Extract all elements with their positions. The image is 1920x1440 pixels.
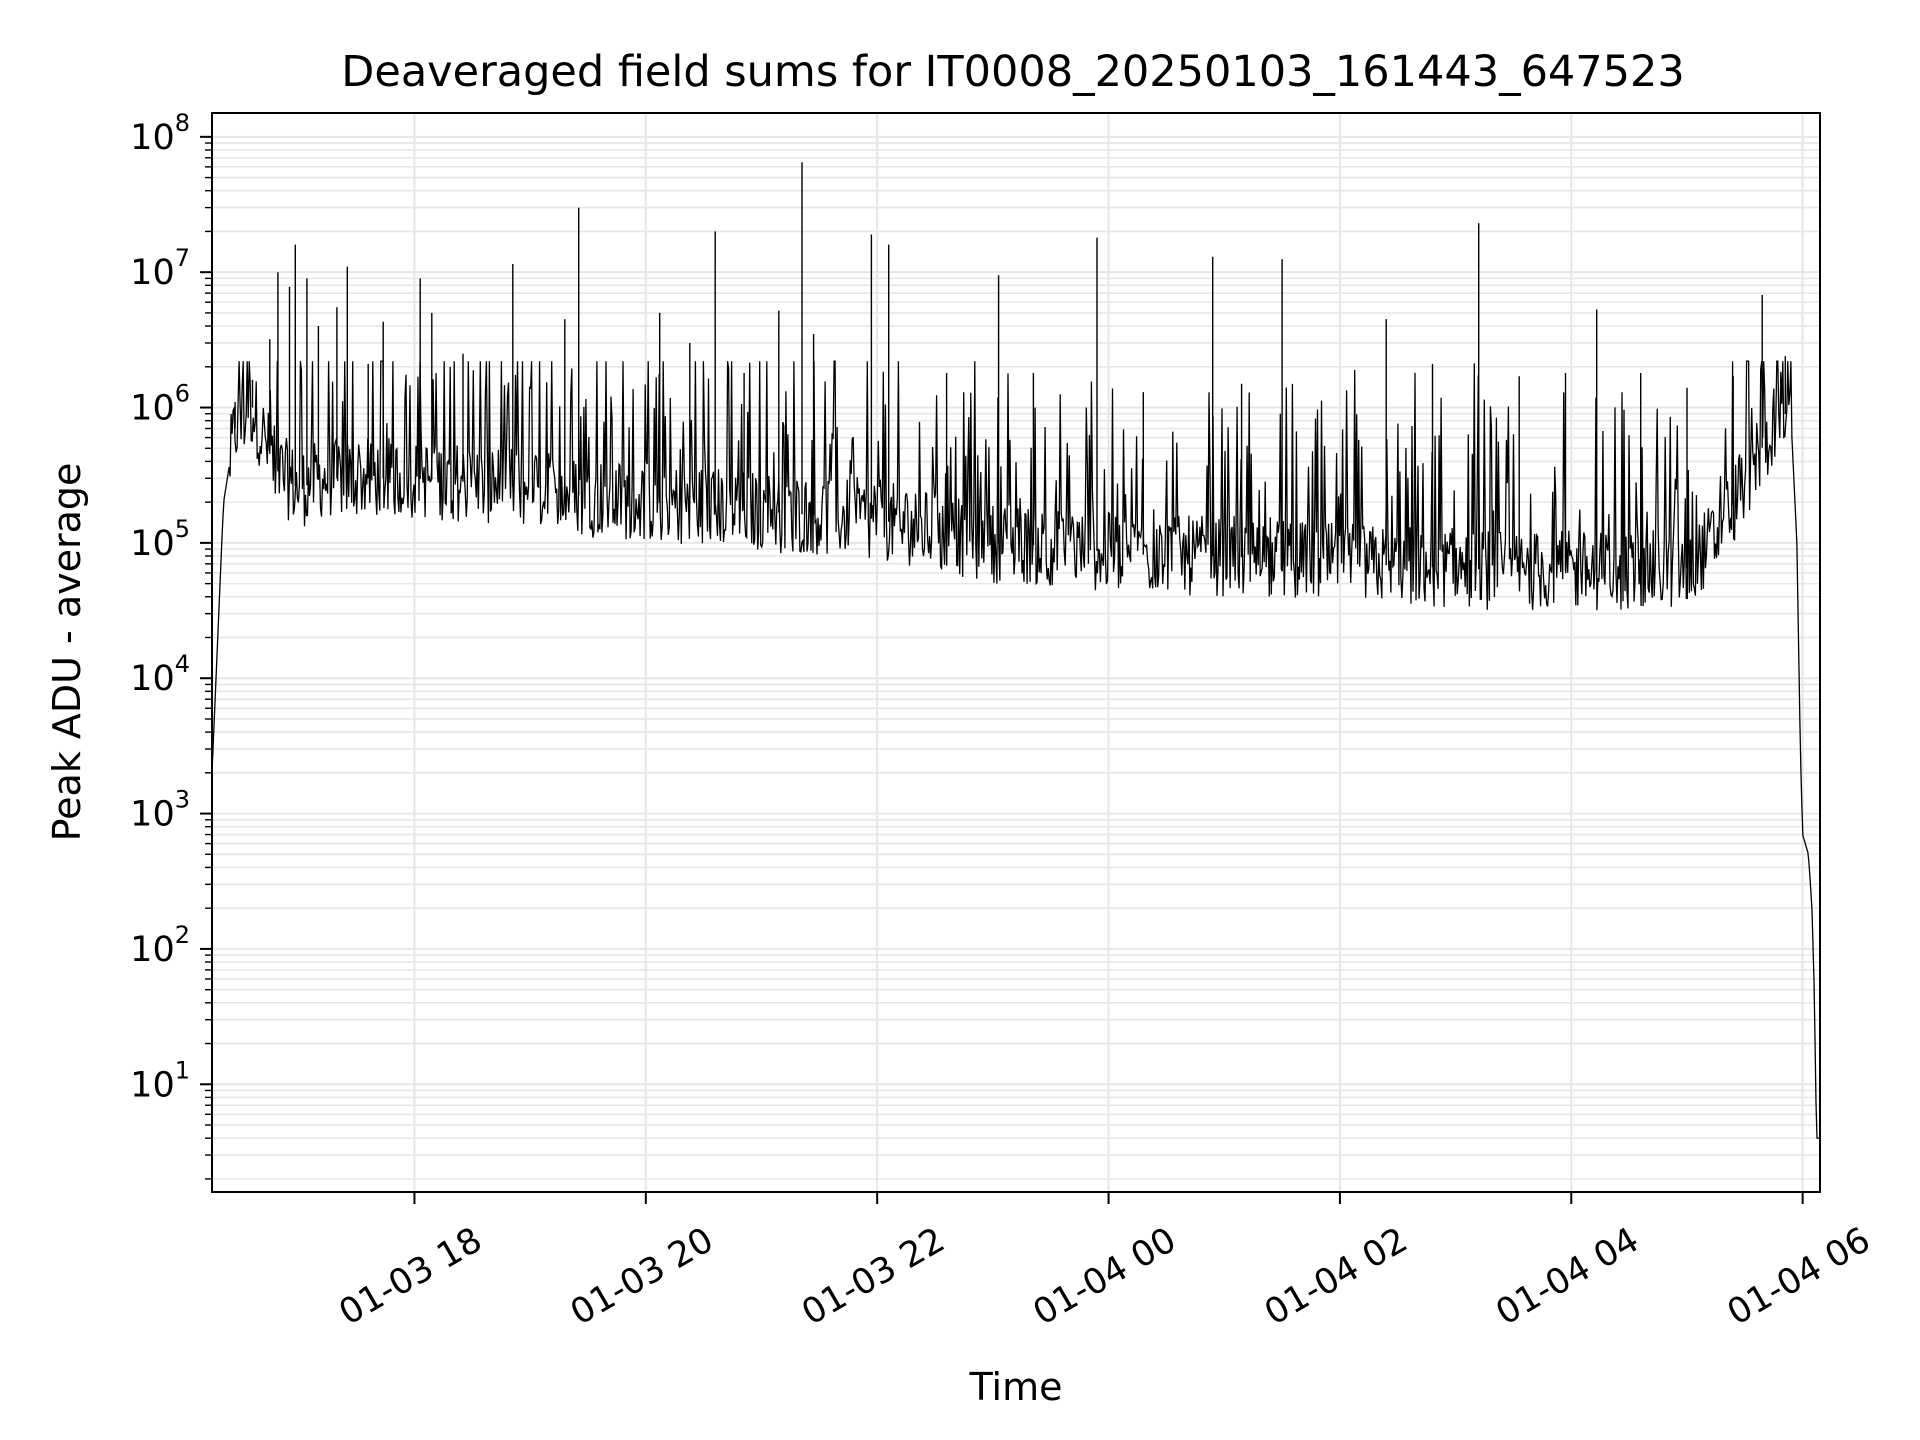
y-tick-label: 104 [130,650,190,699]
x-tick-label: 01-03 22 [795,1220,951,1333]
series-line [211,360,1820,1139]
x-tick-label: 01-03 20 [564,1220,720,1333]
y-tick-label: 105 [130,515,190,564]
chart-title: Deaveraged field sums for IT0008_2025010… [341,47,1684,97]
y-tick-label: 106 [130,380,190,429]
y-tick-label: 101 [130,1056,190,1105]
y-tick-label: 108 [130,109,190,158]
x-axis-label: Time [969,1365,1063,1409]
data-series [211,162,1820,1139]
x-tick-label: 01-04 04 [1489,1220,1645,1333]
y-axis-label: Peak ADU - average [45,463,89,842]
y-tick-label: 103 [130,786,190,835]
grid [212,113,1820,1192]
x-tick-label: 01-04 02 [1258,1220,1414,1333]
plot-frame [211,112,1821,1193]
x-tick-label: 01-04 00 [1027,1220,1183,1333]
y-tick-label: 107 [130,244,190,293]
y-tick-label: 102 [130,921,190,970]
x-tick-label: 01-03 18 [333,1220,489,1333]
x-tick-label: 01-04 06 [1721,1220,1877,1333]
